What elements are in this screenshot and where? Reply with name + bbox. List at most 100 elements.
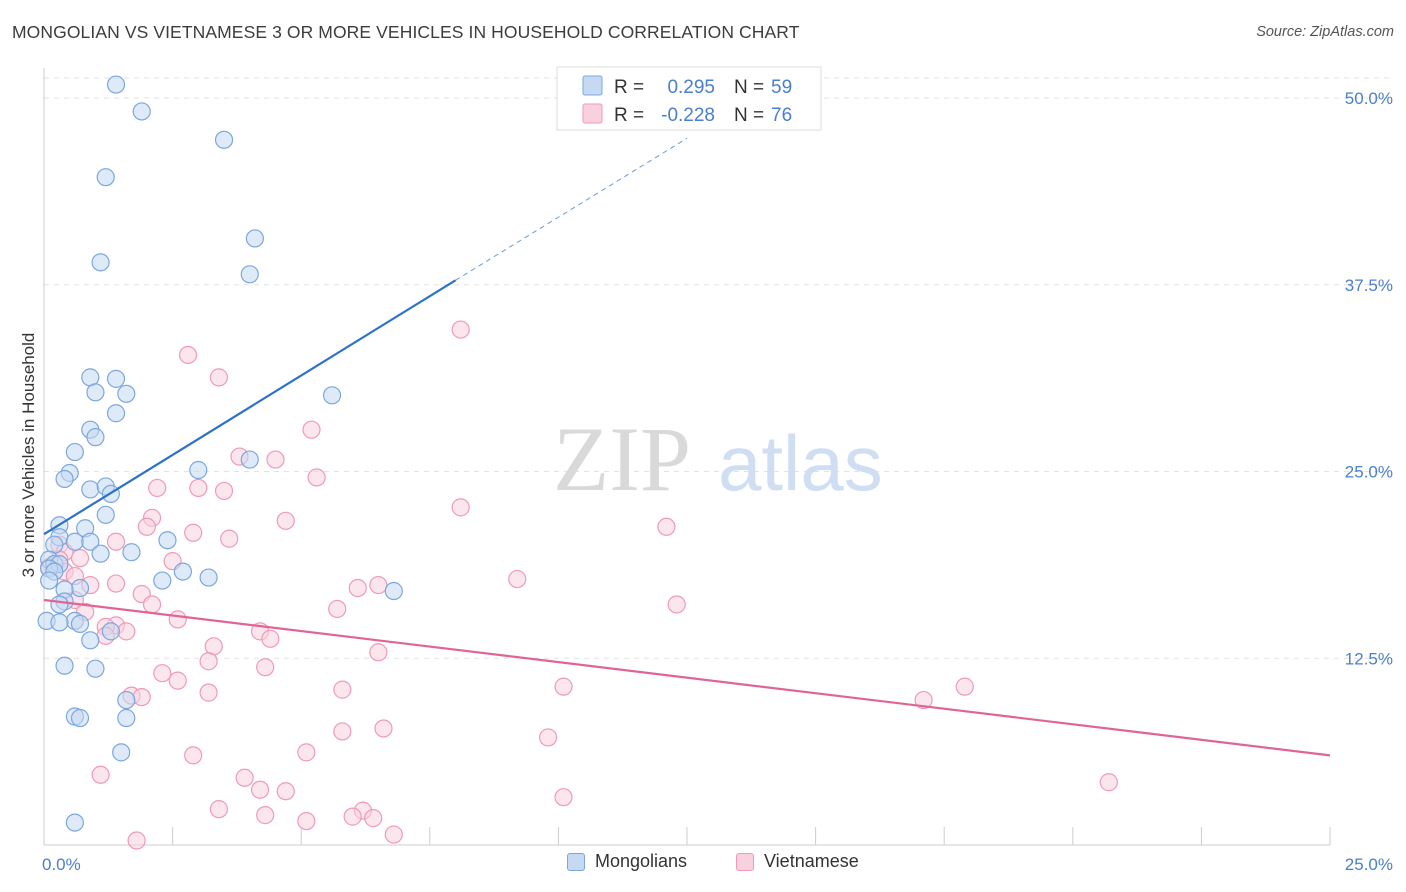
legend-label-vietnamese: Vietnamese — [764, 851, 859, 871]
legend-item-mongolians[interactable]: Mongolians — [567, 851, 687, 872]
y-tick-label: 50.0% — [1345, 89, 1393, 108]
mongolians-point — [55, 656, 74, 675]
vietnamese-point — [297, 743, 316, 762]
vietnamese-point — [333, 722, 352, 741]
vietnamese-point — [384, 825, 403, 844]
mongolians-point — [70, 708, 90, 728]
mongolians-point — [117, 690, 136, 710]
vietnamese-point — [137, 517, 156, 536]
mongolians-point — [132, 102, 151, 121]
mongolians-point — [86, 428, 105, 447]
watermark-zip: ZIP — [553, 408, 691, 510]
mongolians-points — [37, 75, 403, 832]
vietnamese-trend-line — [43, 598, 1331, 757]
series-legend: Mongolians Vietnamese — [0, 851, 1406, 877]
chart-title: MONGOLIAN VS VIETNAMESE 3 OR MORE VEHICL… — [12, 22, 800, 42]
stats-n-value: 59 — [771, 77, 792, 98]
mongolians-point — [106, 75, 126, 94]
stats-r-label: R = — [614, 105, 644, 126]
vietnamese-point — [914, 690, 933, 710]
vietnamese-point — [539, 728, 558, 747]
vietnamese-point — [168, 610, 187, 629]
vietnamese-point — [256, 806, 275, 825]
vietnamese-point — [209, 368, 228, 387]
vietnamese-point — [297, 811, 316, 831]
mongolians-point — [106, 369, 126, 388]
vietnamese-point — [554, 788, 573, 807]
stats-n-label: N = — [734, 77, 764, 98]
stats-n-value: 76 — [771, 105, 792, 126]
axes: 3 or more Vehicles in Household — [19, 68, 1331, 846]
vietnamese-points — [40, 320, 1118, 850]
vietnamese-point — [343, 807, 362, 826]
vietnamese-point — [132, 687, 151, 707]
mongolians-point — [199, 568, 218, 587]
vietnamese-point — [451, 498, 470, 517]
mongolians-point — [101, 622, 120, 641]
vietnamese-point — [266, 450, 285, 469]
vietnamese-point — [667, 595, 686, 614]
mongolians-point — [384, 581, 403, 601]
vietnamese-point — [328, 599, 347, 619]
mongolians-point — [81, 631, 100, 650]
chart-source: Source: ZipAtlas.com — [1256, 24, 1394, 40]
mongolians-point — [240, 450, 259, 469]
mongolians-point — [106, 404, 126, 423]
mongolians-point — [65, 532, 84, 551]
mongolians-point — [50, 595, 69, 614]
vietnamese-point — [235, 768, 254, 787]
mongolians-point — [214, 130, 234, 149]
stats-swatch — [582, 75, 603, 96]
grid-lines — [44, 77, 1392, 659]
vietnamese-point — [199, 652, 218, 671]
x-tick-label: 0.0% — [42, 855, 81, 874]
y-axis-label: 3 or more Vehicles in Household — [19, 333, 38, 578]
mongolians-point — [65, 813, 84, 832]
mongolians-point — [245, 229, 265, 248]
vietnamese-point — [209, 800, 228, 819]
vietnamese-point — [348, 578, 367, 598]
vietnamese-point — [955, 677, 974, 696]
mongolians-point — [96, 168, 115, 187]
stats-r-value: -0.228 — [661, 105, 715, 126]
vietnamese-point — [168, 671, 187, 690]
vietnamese-point — [106, 532, 126, 551]
tick-labels: 12.5% 25.0% 37.5% 50.0% 0.0% 25.0% — [42, 89, 1393, 874]
stats-r-label: R = — [614, 77, 644, 98]
vietnamese-point — [1099, 773, 1118, 792]
mongolians-point — [158, 531, 177, 550]
vietnamese-point — [199, 683, 218, 702]
mongolians-point — [122, 543, 141, 562]
vietnamese-point — [106, 574, 126, 593]
mongolians-point — [117, 708, 136, 728]
vietnamese-point — [369, 643, 388, 662]
mongolians-point — [70, 578, 90, 598]
vietnamese-point — [276, 782, 295, 801]
stats-n-label: N = — [734, 105, 764, 126]
vietnamese-point — [184, 746, 203, 765]
mongolians-point — [70, 614, 90, 633]
vietnamese-point — [374, 719, 393, 738]
vietnamese-point — [256, 658, 275, 677]
vietnamese-point — [70, 549, 90, 568]
mongolians-point — [40, 571, 59, 590]
mongolians-point — [86, 383, 105, 402]
mongolians-point — [240, 265, 259, 284]
mongolians-point — [153, 571, 172, 590]
vietnamese-point — [178, 345, 198, 365]
vietnamese-point — [184, 523, 203, 542]
stats-r-value: 0.295 — [667, 77, 715, 98]
mongolians-point — [189, 460, 208, 480]
mongolians-point — [322, 386, 342, 405]
mongolians-trend-line — [43, 279, 457, 536]
mongolians-swatch — [567, 852, 585, 871]
vietnamese-point — [451, 320, 470, 339]
vietnamese-point — [369, 575, 388, 595]
mongolians-point — [65, 442, 84, 462]
vietnamese-point — [153, 664, 172, 683]
y-tick-label: 12.5% — [1345, 649, 1393, 668]
vietnamese-point — [189, 478, 208, 498]
mongolians-point — [117, 384, 136, 403]
legend-item-vietnamese[interactable]: Vietnamese — [736, 851, 859, 872]
